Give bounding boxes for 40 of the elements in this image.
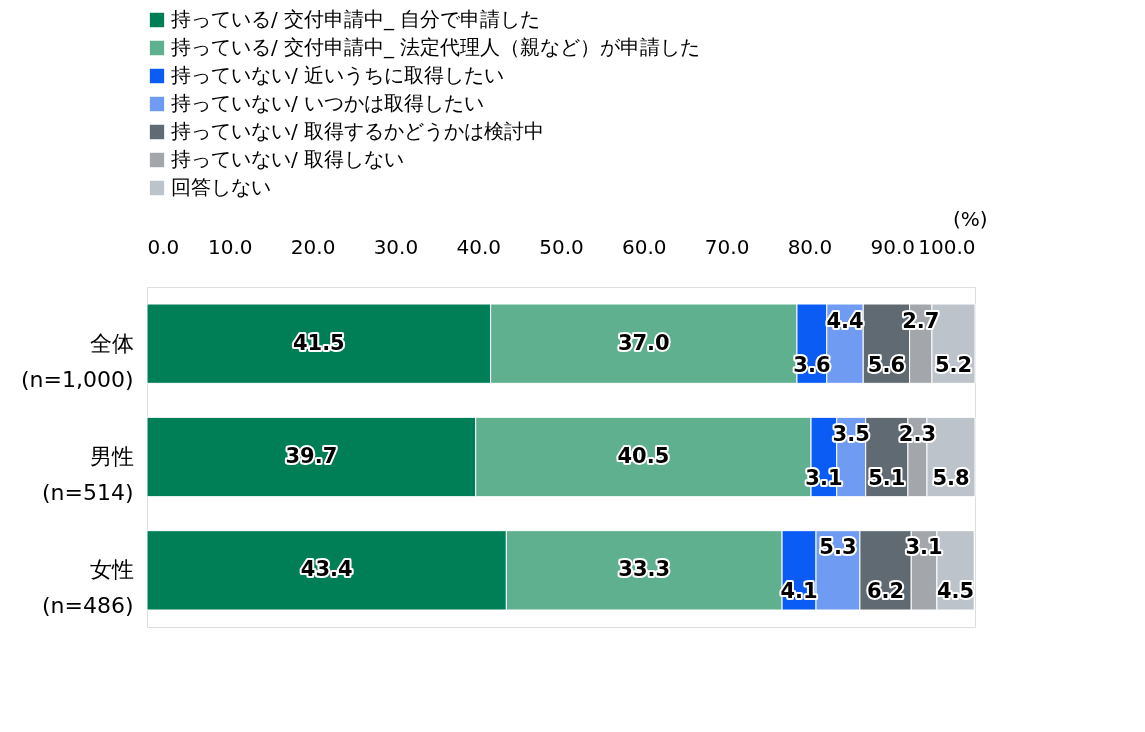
data-label: 39.7 [285, 444, 338, 468]
x-tick-label: 80.0 [787, 234, 833, 259]
data-label: 2.7 [902, 308, 940, 333]
legend-label: 持っている/ 交付申請中_ 法定代理人（親など）が申請した [171, 35, 701, 59]
data-label: 5.2 [934, 352, 973, 377]
data-label: 43.4 [300, 557, 353, 582]
data-label: 6.2 [866, 579, 905, 604]
data-label: 4.5 [936, 579, 975, 604]
legend-label: 持っていない/ 近いうちに取得したい [171, 63, 505, 87]
x-axis-title: (%) [952, 206, 988, 231]
x-tick-label: 90.0 [870, 234, 915, 259]
legend-label: 持っている/ 交付申請中_ 自分で申請した [171, 7, 541, 31]
legend-label: 持っていない/ 取得しない [171, 147, 405, 171]
data-label: 3.1 [905, 535, 943, 560]
x-tick-label: 20.0 [290, 234, 336, 259]
x-tick-label: 60.0 [622, 234, 667, 259]
x-tick-label: 10.0 [208, 234, 253, 259]
y-tick-label: 全体 (n=1,000) [20, 330, 134, 392]
data-label: 41.5 [292, 330, 345, 355]
data-label: 37.0 [617, 330, 670, 355]
x-tick-label: 0.0 [147, 234, 180, 259]
x-tick-label: 40.0 [456, 234, 501, 259]
y-tick-label: 女性 (n=486) [41, 557, 134, 619]
x-tick-label: 50.0 [539, 234, 584, 259]
data-label: 5.3 [819, 535, 857, 560]
legend-label: 持っていない/ 取得するかどうかは検討中 [171, 119, 545, 143]
data-label: 33.3 [618, 557, 671, 582]
legend-label: 持っていない/ いつかは取得したい [171, 91, 485, 115]
y-tick-label: 男性 (n=514) [41, 444, 134, 505]
x-tick-label: 30.0 [373, 234, 419, 259]
data-label: 4.4 [826, 308, 864, 333]
x-tick-label: 70.0 [704, 234, 750, 259]
data-label: 5.1 [868, 466, 906, 490]
x-tick-label: 100.0 [918, 234, 976, 259]
data-label: 5.6 [867, 352, 906, 377]
legend-label: 回答しない [171, 175, 271, 199]
data-label: 40.5 [617, 444, 670, 468]
data-label: 3.5 [832, 422, 870, 446]
data-label: 5.8 [932, 466, 970, 490]
data-label: 2.3 [898, 422, 937, 446]
